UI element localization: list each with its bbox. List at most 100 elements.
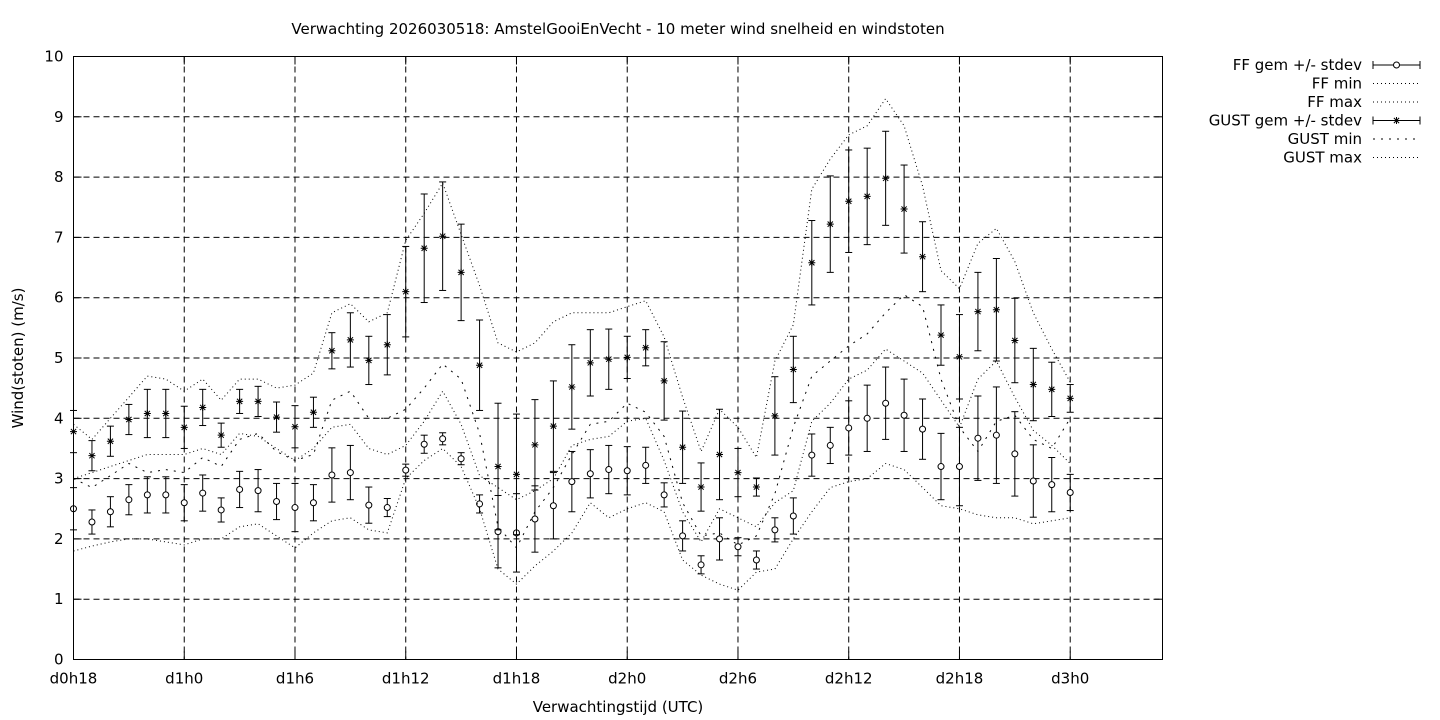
errorbar-point: [457, 223, 465, 322]
data-point-circle: [623, 467, 631, 475]
errorbar-point: [882, 366, 890, 440]
series-line: [73, 447, 1071, 591]
errorbar-point: [143, 388, 151, 439]
errorbar-point: [199, 388, 207, 427]
errorbar-point: [125, 484, 133, 516]
data-point-star: [808, 259, 816, 267]
data-point-star: [1029, 381, 1037, 389]
data-point-star: [402, 288, 410, 296]
data-point-circle: [549, 502, 557, 510]
data-point-star: [162, 409, 170, 417]
errorbar-point: [383, 497, 391, 518]
errorbar-point: [623, 446, 631, 496]
data-point-star: [992, 306, 1000, 314]
data-point-circle: [1048, 481, 1056, 489]
errorbar-point: [457, 452, 465, 466]
errorbar-point: [273, 401, 281, 433]
data-point-circle: [660, 491, 668, 499]
errorbar-point: [919, 398, 927, 460]
errorbar-point: [586, 449, 594, 499]
errorbar-point: [882, 130, 890, 226]
errorbar-point: [900, 164, 908, 254]
errorbar-point: [420, 434, 428, 454]
x-tick-label: d2h12: [825, 670, 873, 688]
data-point-circle: [752, 556, 760, 564]
legend-label: GUST min: [1288, 130, 1362, 148]
data-point-star: [863, 192, 871, 200]
data-point-circle: [882, 399, 890, 407]
data-point-circle: [863, 414, 871, 422]
data-point-circle: [254, 487, 262, 495]
data-point-star: [420, 244, 428, 252]
x-tick-label: d2h18: [936, 670, 984, 688]
errorbar-point: [992, 386, 1000, 484]
errorbar-point: [365, 335, 373, 386]
x-axis-label: Verwachtingstijd (UTC): [533, 698, 704, 716]
data-point-star: [309, 408, 317, 416]
data-point-circle: [457, 455, 465, 463]
legend-label: GUST gem +/- stdev: [1209, 112, 1362, 130]
errorbar-point: [586, 329, 594, 397]
y-tick-label: 9: [54, 108, 64, 126]
data-point-star: [180, 423, 188, 431]
data-point-star: [549, 422, 557, 430]
errorbar-point: [716, 408, 724, 501]
errorbar-point: [531, 399, 539, 491]
errorbar-point: [162, 476, 170, 514]
errorbar-point: [88, 440, 96, 472]
data-point-star: [236, 397, 244, 405]
errorbar-point: [180, 484, 188, 522]
errorbar-point: [1029, 347, 1037, 422]
errorbar-point: [1011, 297, 1019, 384]
data-point-circle: [365, 501, 373, 509]
data-point-star: [383, 341, 391, 349]
data-point-circle: [734, 543, 742, 551]
errorbar-point: [309, 396, 317, 428]
x-tick-label: d0h18: [50, 670, 98, 688]
data-point-circle: [1029, 477, 1037, 485]
errorbar-point: [383, 314, 391, 376]
errorbar-point: [863, 147, 871, 246]
data-point-star: [900, 205, 908, 213]
y-axis-label: Wind(stoten) (m/s): [9, 288, 27, 429]
data-point-star: [586, 359, 594, 367]
data-point-circle: [605, 466, 613, 474]
data-point-star: [716, 450, 724, 458]
data-point-circle: [476, 500, 484, 508]
errorbar-point: [180, 405, 188, 449]
errorbar-point: [1011, 411, 1019, 497]
errorbar-point: [254, 385, 262, 417]
plot-frame: [73, 56, 1163, 660]
errorbar-point: [106, 425, 114, 457]
errorbar-point: [992, 258, 1000, 362]
data-point-circle: [328, 471, 336, 479]
errorbar-point: [328, 447, 336, 503]
errorbar-point: [845, 400, 853, 456]
errorbar-point: [955, 314, 963, 400]
data-point-star: [439, 232, 447, 240]
errorbar-point: [199, 474, 207, 512]
errorbar-point: [937, 304, 945, 366]
errorbar-point: [679, 520, 687, 552]
data-point-star: [365, 356, 373, 364]
grid-lines: [73, 56, 1163, 660]
data-point-star: [273, 413, 281, 421]
y-tick-label: 4: [54, 409, 64, 427]
data-point-star: [254, 397, 262, 405]
data-point-star: [1048, 385, 1056, 393]
legend-label: FF max: [1307, 93, 1362, 111]
errorbar-point: [771, 517, 779, 543]
y-tick-label: 6: [54, 289, 64, 307]
data-point-star: [531, 441, 539, 449]
data-point-star: [734, 469, 742, 477]
data-point-circle: [88, 518, 96, 526]
errorbar-point: [697, 555, 705, 575]
data-point-circle: [900, 411, 908, 419]
series-2: [73, 348, 1071, 543]
data-point-star: [697, 483, 705, 491]
errorbar-point: [771, 376, 779, 456]
errorbar-point: [106, 496, 114, 528]
